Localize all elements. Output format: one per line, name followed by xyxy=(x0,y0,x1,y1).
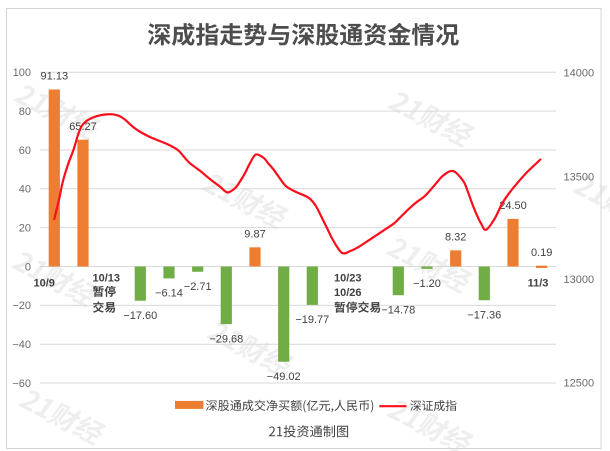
svg-text:10/13: 10/13 xyxy=(93,272,121,284)
svg-text:−6.14: −6.14 xyxy=(155,288,183,300)
svg-text:0: 0 xyxy=(25,261,31,273)
svg-text:60: 60 xyxy=(19,145,31,157)
svg-text:13500: 13500 xyxy=(564,171,595,183)
svg-text:10/9: 10/9 xyxy=(33,278,54,290)
svg-text:−19.77: −19.77 xyxy=(295,314,329,326)
svg-text:10/23: 10/23 xyxy=(334,272,362,284)
svg-text:80: 80 xyxy=(19,106,31,118)
svg-text:11/3: 11/3 xyxy=(528,278,549,290)
svg-text:100: 100 xyxy=(13,67,31,79)
svg-text:−14.78: −14.78 xyxy=(381,304,415,316)
svg-text:9.87: 9.87 xyxy=(244,228,265,240)
svg-text:13000: 13000 xyxy=(564,274,595,286)
svg-text:65.27: 65.27 xyxy=(69,121,97,133)
svg-text:−40: −40 xyxy=(12,339,31,351)
svg-text:24.50: 24.50 xyxy=(499,200,527,212)
svg-text:−29.68: −29.68 xyxy=(209,333,243,345)
svg-text:12500: 12500 xyxy=(564,377,595,389)
svg-text:8.32: 8.32 xyxy=(445,231,466,243)
svg-text:20: 20 xyxy=(19,223,31,235)
svg-text:91.13: 91.13 xyxy=(41,71,69,83)
svg-text:14000: 14000 xyxy=(564,67,595,79)
svg-text:−49.02: −49.02 xyxy=(267,371,301,383)
svg-text:−60: −60 xyxy=(12,378,31,390)
svg-text:0.19: 0.19 xyxy=(531,247,552,259)
svg-text:−2.71: −2.71 xyxy=(184,281,212,293)
svg-text:40: 40 xyxy=(19,184,31,196)
svg-text:−17.60: −17.60 xyxy=(123,310,157,322)
svg-text:−20: −20 xyxy=(12,300,31,312)
svg-text:−17.36: −17.36 xyxy=(467,309,501,321)
svg-text:−1.20: −1.20 xyxy=(413,278,441,290)
svg-text:10/26: 10/26 xyxy=(334,287,362,299)
